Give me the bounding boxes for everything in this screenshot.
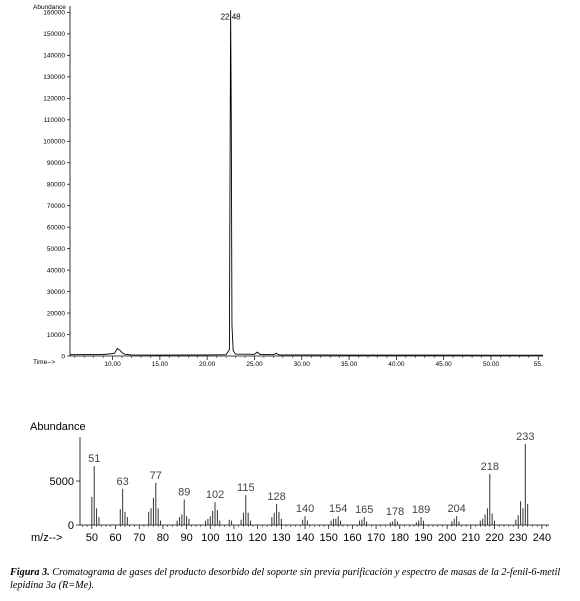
chromatogram-y-tick-label: 30000 — [47, 289, 65, 296]
spectrum-x-tick-label: 50 — [86, 532, 98, 544]
spectrum-x-tick-label: 140 — [296, 532, 314, 544]
spectrum-y-ticks: 0 5000 — [50, 476, 80, 532]
chromatogram-x-tick-label: 20.00 — [199, 361, 216, 368]
spectrum-x-tick-label: 70 — [133, 532, 145, 544]
chromatogram-y-tick-label: 60000 — [47, 224, 65, 231]
chromatogram-x-label: Time--> — [33, 359, 56, 366]
chromatogram-y-tick-label: 110000 — [44, 117, 66, 124]
chromatogram: Abundance 0 10000 20000 30000 40000 50000 6000… — [33, 4, 543, 368]
spectrum-x-tick-label: 60 — [109, 532, 121, 544]
chromatogram-x-tick-label: 55. — [534, 361, 543, 368]
spectrum-peak-label: 165 — [355, 504, 373, 516]
chromatogram-y-tick-label: 40000 — [47, 267, 65, 274]
spectrum-x-tick-label: 110 — [225, 532, 243, 544]
spectrum-peak-label: 102 — [206, 489, 224, 501]
chromatogram-x-tick-label: 15.00 — [152, 361, 169, 368]
spectrum-peak-label: 115 — [237, 482, 255, 494]
chromatogram-y-tick-label: 0 — [61, 353, 65, 360]
chromatogram-x-tick-label: 45.00 — [436, 361, 453, 368]
spectrum-x-tick-label: 150 — [320, 532, 338, 544]
chromatogram-x-ticks: 10.00 15.00 20.00 25.00 30.00 35.00 40.00 45.00… — [74, 356, 543, 368]
spectrum-x-tick-label: 230 — [509, 532, 527, 544]
chromatogram-peak-label: 22.48 — [221, 12, 242, 21]
spectrum-y-tick-label: 5000 — [50, 476, 74, 488]
chromatogram-y-tick-label: 80000 — [47, 182, 65, 189]
chromatogram-y-tick-label: 50000 — [47, 246, 65, 253]
chromatogram-y-ticks: 0 10000 20000 30000 40000 50000 60000 70000 8000… — [43, 10, 70, 360]
spectrum-x-ticks: 50 60 70 80 90 100 110 120 130 140 150 160 170 180 190… — [82, 525, 551, 544]
chromatogram-x-tick-label: 30.00 — [294, 361, 311, 368]
mass-spectrum: Abundance 51 63 77 89 102 115 128 140 154 165 178 1… — [30, 421, 551, 544]
spectrum-peak-label: 218 — [481, 461, 499, 473]
spectrum-x-tick-label: 190 — [414, 532, 432, 544]
chromatogram-x-tick-label: 50.00 — [483, 361, 500, 368]
spectrum-peak-label: 233 — [516, 431, 534, 443]
chromatogram-trace — [69, 10, 543, 356]
chromatogram-x-tick-label: 35.00 — [341, 361, 358, 368]
spectrum-bars — [91, 444, 529, 525]
chromatogram-y-tick-label: 150000 — [43, 31, 65, 38]
spectrum-peak-label: 204 — [447, 503, 465, 515]
chromatogram-y-tick-label: 100000 — [43, 139, 65, 146]
chromatogram-y-tick-label: 70000 — [47, 203, 65, 210]
spectrum-peak-label: 189 — [412, 504, 430, 516]
chromatogram-x-tick-label: 25.00 — [246, 361, 263, 368]
spectrum-peak-label: 178 — [386, 506, 404, 518]
spectrum-y-label: Abundance — [30, 421, 86, 433]
chromatogram-y-tick-label: 20000 — [47, 310, 65, 317]
spectrum-peak-label: 128 — [267, 491, 285, 503]
spectrum-peak-label: 63 — [117, 476, 129, 488]
spectrum-x-tick-label: 170 — [367, 532, 385, 544]
spectrum-x-tick-label: 80 — [157, 532, 169, 544]
spectrum-x-tick-label: 240 — [533, 532, 551, 544]
spectrum-x-tick-label: 180 — [391, 532, 409, 544]
spectrum-peak-label: 89 — [178, 486, 190, 498]
spectrum-x-tick-label: 100 — [201, 532, 219, 544]
chromatogram-y-tick-label: 10000 — [47, 332, 65, 339]
spectrum-x-tick-label: 90 — [180, 532, 192, 544]
spectrum-x-tick-label: 220 — [485, 532, 503, 544]
spectrum-x-tick-label: 130 — [272, 532, 290, 544]
chromatogram-y-label: Abundance — [33, 4, 66, 11]
chromatogram-y-tick-label: 130000 — [43, 74, 65, 81]
spectrum-peak-labels: 51 63 77 89 102 115 128 140 154 165 178 189 204 218 23… — [88, 431, 534, 518]
chromatogram-y-tick-label: 120000 — [43, 96, 65, 103]
spectrum-x-tick-label: 160 — [343, 532, 361, 544]
spectrum-y-tick-label: 0 — [68, 520, 74, 532]
spectrum-peak-label: 77 — [150, 470, 162, 482]
spectrum-peak-label: 154 — [329, 503, 347, 515]
chromatogram-y-tick-label: 90000 — [47, 160, 65, 167]
spectrum-x-tick-label: 120 — [248, 532, 266, 544]
spectrum-x-label: m/z--> — [31, 532, 62, 544]
chromatogram-x-tick-label: 40.00 — [388, 361, 405, 368]
spectrum-peak-label: 51 — [88, 453, 100, 465]
chromatogram-y-tick-label: 140000 — [43, 53, 65, 60]
spectrum-x-tick-label: 210 — [462, 532, 480, 544]
caption-label: Figura 3. — [10, 567, 50, 578]
chromatogram-x-tick-label: 10.00 — [104, 361, 121, 368]
figure-caption: Figura 3. Cromatograma de gases del prod… — [10, 566, 576, 592]
chromatogram-y-tick-label: 160000 — [43, 10, 65, 17]
spectrum-peak-label: 140 — [296, 503, 314, 515]
caption-text: Cromatograma de gases del producto desor… — [10, 567, 561, 591]
spectrum-x-tick-label: 200 — [438, 532, 456, 544]
